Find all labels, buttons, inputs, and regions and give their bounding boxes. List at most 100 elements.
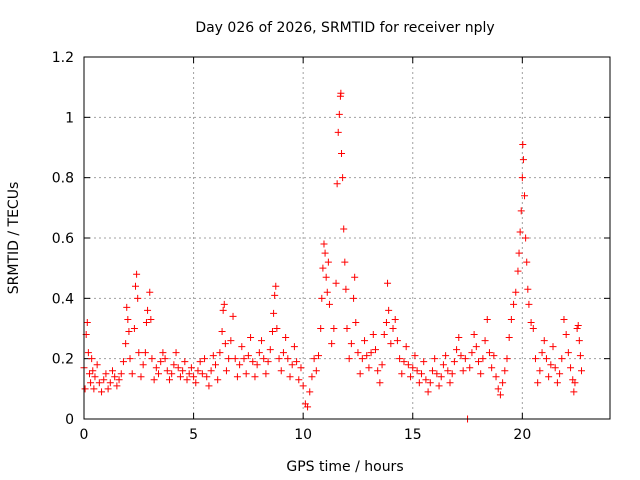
data-point [190, 373, 198, 381]
data-point [249, 358, 257, 366]
data-point [102, 370, 110, 378]
data-point [524, 285, 532, 293]
data-point [519, 156, 527, 164]
data-point [137, 373, 145, 381]
data-point [275, 355, 283, 363]
x-tick-label: 10 [294, 427, 312, 443]
data-point [299, 382, 307, 390]
data-point [455, 334, 463, 342]
data-point [409, 364, 417, 372]
data-point [233, 373, 241, 381]
data-point [119, 358, 127, 366]
data-point [369, 331, 377, 339]
data-point [488, 364, 496, 372]
data-point [218, 328, 226, 336]
data-point [328, 340, 336, 348]
data-point [247, 334, 255, 342]
data-point [170, 361, 178, 369]
data-point [376, 379, 384, 387]
data-point [290, 343, 298, 351]
data-point [522, 234, 530, 242]
data-point [179, 367, 187, 375]
data-point [558, 355, 566, 363]
data-point [531, 355, 539, 363]
data-point [351, 273, 359, 281]
data-point [88, 355, 96, 363]
data-point [391, 315, 399, 323]
data-point [400, 358, 408, 366]
data-point [536, 367, 544, 375]
data-point [345, 355, 353, 363]
data-point [165, 376, 173, 384]
data-point [562, 331, 570, 339]
data-point [315, 352, 323, 360]
x-tick-label: 5 [189, 427, 198, 443]
data-point [549, 343, 557, 351]
data-point [540, 337, 548, 345]
data-point [459, 367, 467, 375]
data-point [91, 373, 99, 381]
data-point [227, 337, 235, 345]
y-tick-label: 0.6 [52, 231, 74, 247]
data-series [80, 89, 586, 423]
data-point [494, 385, 502, 393]
data-point [255, 349, 263, 357]
data-point [90, 385, 98, 393]
data-point [450, 358, 458, 366]
data-point [317, 325, 325, 332]
data-point [518, 174, 526, 182]
data-point [183, 376, 191, 384]
data-point [510, 300, 518, 308]
data-point [380, 331, 388, 339]
data-point [567, 364, 575, 372]
data-point [570, 388, 578, 396]
data-point [181, 358, 189, 366]
data-point [431, 355, 439, 363]
data-point [144, 306, 152, 314]
data-point [323, 288, 331, 296]
data-point [529, 325, 537, 332]
data-point [161, 355, 169, 363]
data-point [216, 349, 224, 357]
data-point [84, 349, 92, 357]
data-point [516, 228, 524, 236]
data-point [411, 352, 419, 360]
data-point [354, 349, 362, 357]
data-point [242, 370, 250, 378]
data-point [192, 379, 200, 387]
data-point [319, 264, 327, 272]
data-point [310, 355, 318, 363]
data-point [89, 367, 97, 375]
data-point [402, 343, 410, 351]
data-point [515, 249, 523, 257]
data-point [174, 364, 182, 372]
data-point [108, 367, 116, 375]
data-point [332, 279, 340, 287]
data-point [236, 361, 244, 369]
data-point [124, 315, 132, 323]
data-point [126, 355, 134, 363]
data-point [115, 376, 123, 384]
data-point [367, 349, 375, 357]
data-point [477, 370, 485, 378]
data-point [205, 382, 213, 390]
data-point [564, 349, 572, 357]
data-point [527, 318, 535, 326]
data-point [393, 337, 401, 345]
data-point [374, 367, 382, 375]
data-point [113, 382, 121, 390]
data-point [117, 370, 125, 378]
plot-frame [83, 56, 611, 420]
data-point [231, 355, 239, 363]
data-point [507, 315, 515, 323]
data-point [163, 367, 171, 375]
data-point [194, 367, 202, 375]
data-point [371, 346, 379, 354]
data-point [514, 267, 522, 275]
data-point [512, 288, 520, 296]
data-point [238, 343, 246, 351]
data-point [83, 318, 91, 326]
x-axis-label: GPS time / hours [286, 459, 403, 475]
data-point [352, 318, 360, 326]
